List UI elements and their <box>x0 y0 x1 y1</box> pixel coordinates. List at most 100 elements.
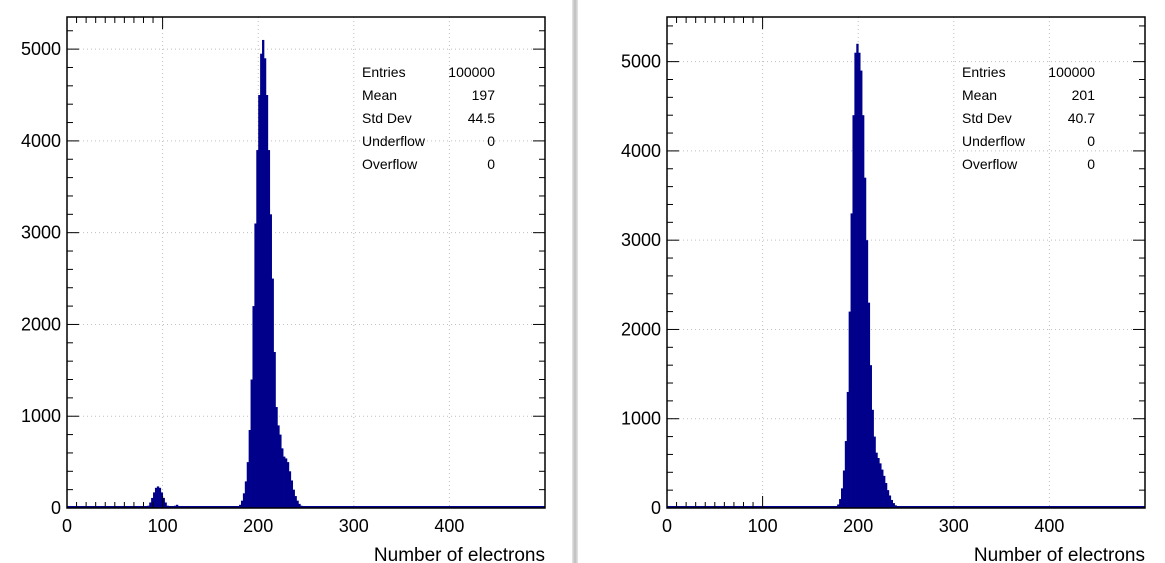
histogram-bar <box>242 493 246 508</box>
y-tick-label: 1000 <box>621 409 661 429</box>
histogram-bar <box>890 499 894 508</box>
histogram-bar <box>852 115 855 508</box>
histogram-bar <box>271 278 274 508</box>
stats-label: Std Dev <box>362 110 412 126</box>
y-tick-label: 5000 <box>21 39 61 59</box>
y-tick-label: 0 <box>651 498 661 518</box>
histogram-bar <box>151 497 154 508</box>
histogram-bar <box>846 391 850 508</box>
histogram-bar <box>886 490 890 508</box>
histogram-bar <box>149 502 152 508</box>
stats-label: Entries <box>362 64 406 80</box>
histogram-panel-left: 0 100 200 300 400010002000300040005000Number… <box>21 16 546 563</box>
histogram-bar <box>263 58 267 508</box>
x-tick-label: 100 <box>148 516 178 536</box>
x-tick-label: 300 <box>339 516 369 536</box>
histogram-bar <box>281 448 284 508</box>
stats-label: Mean <box>362 87 397 103</box>
histogram-bar <box>164 502 167 508</box>
histogram-bars <box>833 43 903 509</box>
y-tick-label: 1000 <box>21 406 61 426</box>
y-tick-label: 5000 <box>621 52 661 72</box>
stats-value: 100000 <box>1048 64 1095 80</box>
histogram-bar <box>879 463 882 508</box>
stats-value: 0 <box>1087 133 1095 149</box>
histogram-bar <box>871 409 874 508</box>
histogram-bar <box>288 471 292 508</box>
histogram-bar <box>240 500 244 508</box>
stats-label: Std Dev <box>962 110 1012 126</box>
x-axis-label: Number of electrons <box>974 545 1145 563</box>
panel-divider <box>572 0 578 563</box>
x-tick-label: 100 <box>748 516 778 536</box>
histogram-bar <box>860 70 863 509</box>
histogram-bar <box>250 379 253 508</box>
y-tick-label: 4000 <box>21 131 61 151</box>
plot-frame <box>66 16 546 509</box>
histogram-bar <box>244 481 248 508</box>
histogram-bar <box>267 150 271 508</box>
histogram-bar <box>856 43 859 508</box>
histogram-bar <box>298 503 301 508</box>
histogram-bar <box>158 487 162 508</box>
y-tick-label: 2000 <box>21 314 61 334</box>
histogram-bar <box>273 351 276 508</box>
x-tick-label: 400 <box>434 516 464 536</box>
histogram-bar <box>867 302 871 508</box>
histogram-bar <box>275 407 278 508</box>
histogram-bar <box>269 214 272 509</box>
stats-value: 44.5 <box>468 110 495 126</box>
histogram-bar <box>277 425 280 508</box>
stats-value: 0 <box>487 156 495 172</box>
x-tick-label: 0 <box>662 516 672 536</box>
histogram-bar <box>265 95 269 509</box>
histogram-bar <box>858 52 861 508</box>
histogram-bar <box>160 492 163 508</box>
histogram-bar <box>877 458 880 508</box>
histogram-bar <box>290 480 294 508</box>
axis-ticks <box>66 17 545 509</box>
x-tick-label: 400 <box>1034 516 1064 536</box>
histogram-bar <box>294 496 297 508</box>
histogram-bar <box>256 150 259 508</box>
x-tick-label: 0 <box>62 516 72 536</box>
y-tick-label: 0 <box>51 498 61 518</box>
y-tick-label: 3000 <box>21 223 61 243</box>
histogram-bar <box>869 365 872 508</box>
histogram-bar <box>839 499 842 508</box>
histogram-bar <box>881 469 884 508</box>
x-tick-label: 200 <box>243 516 273 536</box>
stats-label: Overflow <box>962 156 1018 172</box>
histogram-bar <box>850 213 853 508</box>
stats-box: Entries 100000 Mean 201 Std Dev 40.7 Underflow… <box>962 64 1095 172</box>
histogram-bar <box>848 311 851 508</box>
histogram-bar <box>153 492 156 508</box>
histogram-bar <box>254 223 257 508</box>
y-tick-label: 4000 <box>621 141 661 161</box>
histogram-bar <box>840 488 844 508</box>
histogram-bar <box>286 462 290 508</box>
histogram-bar <box>862 115 865 508</box>
x-axis-label: Number of electrons <box>374 545 545 563</box>
histogram-bar <box>854 52 857 508</box>
stats-value: 0 <box>487 133 495 149</box>
histogram-bar <box>283 456 286 508</box>
axis-ticks <box>666 17 1145 509</box>
histogram-bar <box>260 53 263 509</box>
stats-value: 201 <box>1072 87 1096 103</box>
histogram-bar <box>884 483 888 508</box>
y-tick-label: 3000 <box>621 230 661 250</box>
stats-value: 40.7 <box>1068 110 1095 126</box>
histogram-panel-right: 0 100 200 300 400010002000300040005000Number… <box>621 16 1146 563</box>
histogram-bar <box>842 470 846 508</box>
histogram-bar <box>252 306 255 508</box>
stats-box: Entries 100000 Mean 197 Std Dev 44.5 Underflow… <box>362 64 495 172</box>
stats-label: Underflow <box>362 133 426 149</box>
histogram-bar <box>284 458 288 508</box>
histogram-bar <box>162 497 165 508</box>
histogram-bar <box>863 177 867 508</box>
x-tick-label: 200 <box>843 516 873 536</box>
histogram-bar <box>873 436 876 508</box>
stats-value: 100000 <box>448 64 495 80</box>
